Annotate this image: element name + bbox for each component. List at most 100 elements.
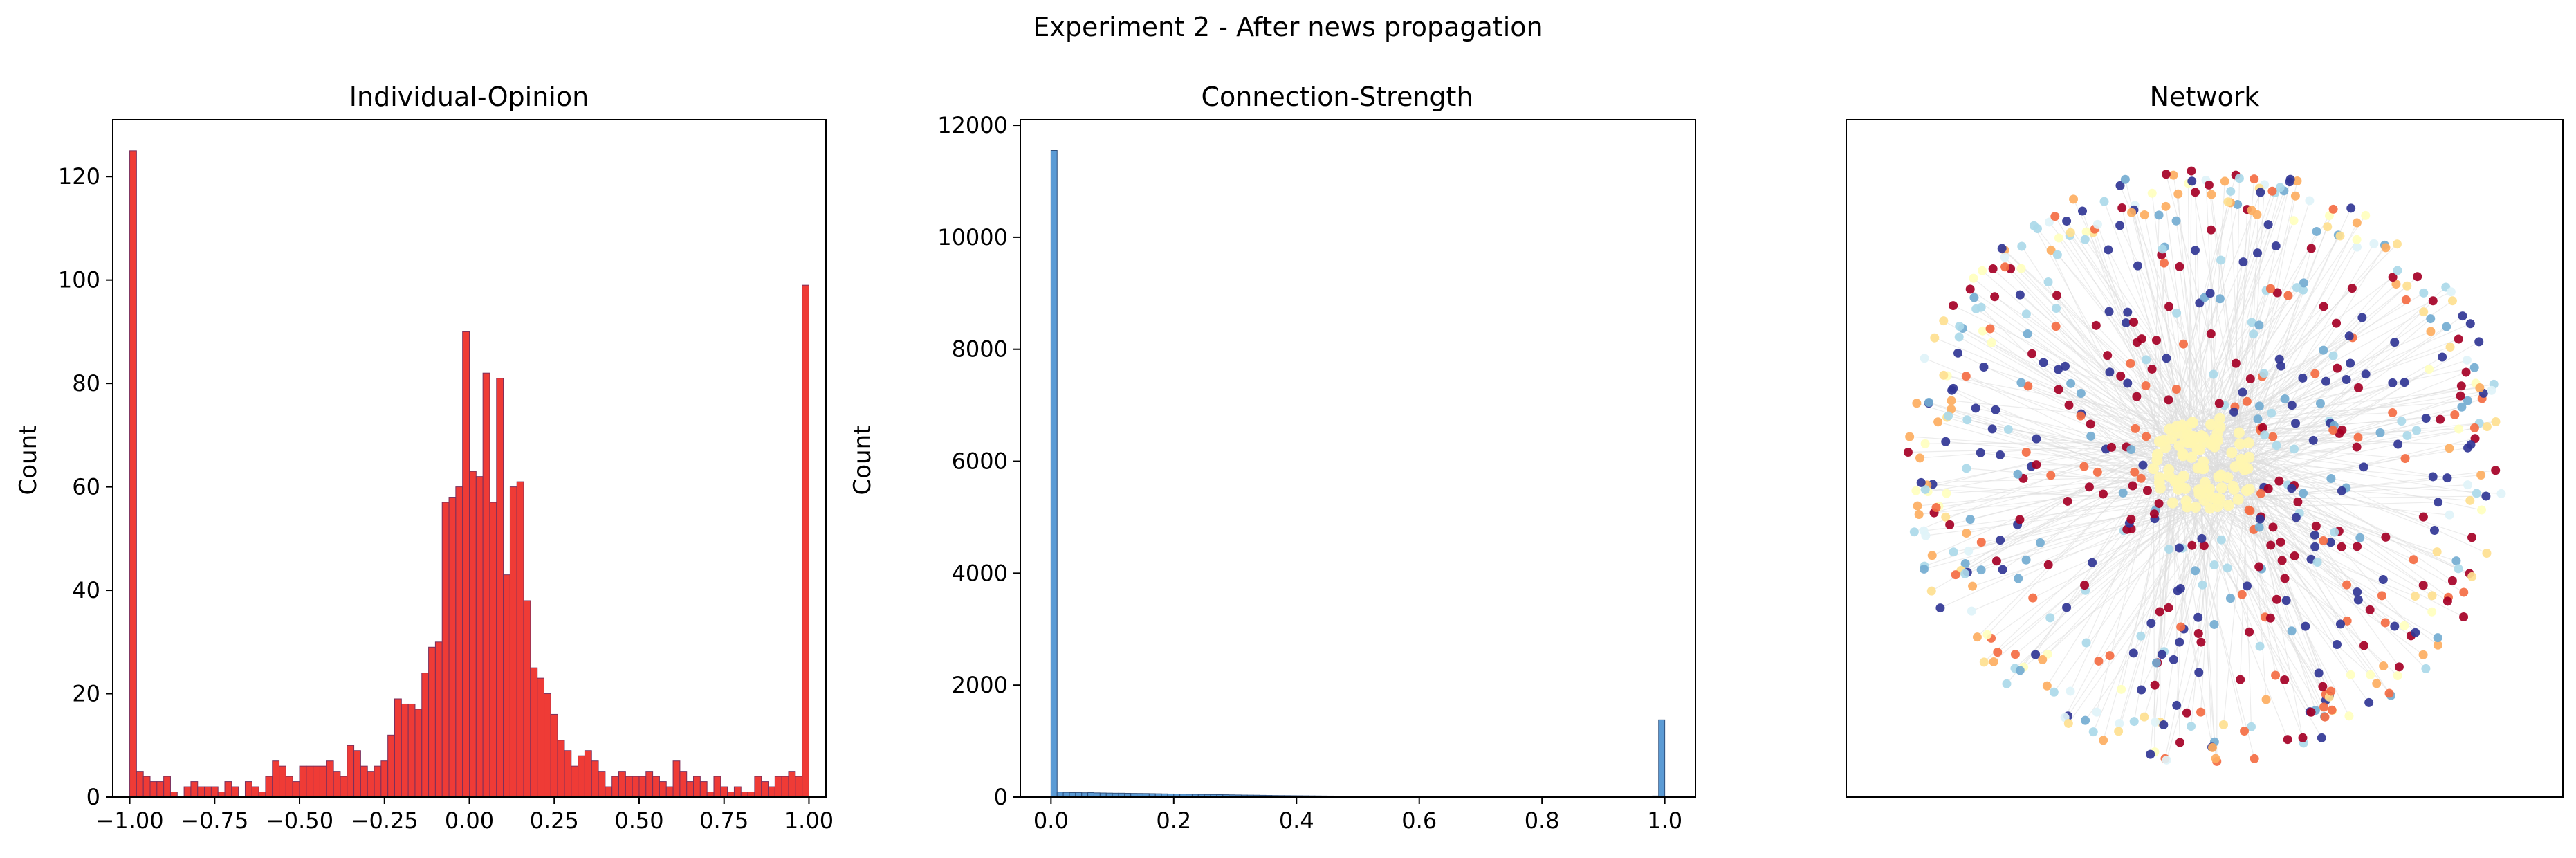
network-node: [2223, 197, 2232, 206]
network-node: [2307, 708, 2316, 717]
network-node: [2316, 399, 2325, 408]
opinion-bar: [198, 787, 205, 797]
network-node: [2158, 244, 2167, 253]
network-node: [1979, 363, 1988, 372]
network-node: [1998, 244, 2007, 253]
network-node: [2419, 513, 2428, 522]
network-node: [1962, 372, 1971, 381]
opinion-bar: [721, 787, 728, 797]
network-hub-node: [2234, 439, 2245, 450]
network-node: [2104, 245, 2113, 254]
network-node: [2050, 212, 2059, 221]
opinion-bar: [360, 766, 367, 797]
network-node: [1955, 322, 1964, 331]
network-node: [2105, 367, 2114, 376]
network-node: [1977, 565, 1986, 574]
network-node: [2462, 368, 2471, 377]
opinion-x-tick-label: 1.00: [784, 807, 834, 834]
network-hub-node: [2214, 413, 2225, 424]
network-node: [1971, 304, 1980, 313]
connection-x-tick-label: 0.8: [1525, 807, 1560, 834]
opinion-bar: [374, 766, 381, 797]
network-node: [2259, 369, 2268, 378]
network-node: [2022, 556, 2031, 565]
opinion-bar: [266, 776, 273, 797]
opinion-bar: [449, 498, 456, 797]
network-node: [2198, 581, 2207, 590]
network-node: [1949, 301, 1958, 310]
network-node: [2250, 174, 2258, 183]
network-node: [1962, 415, 1971, 424]
network-node: [2245, 506, 2254, 515]
network-node: [2092, 321, 2101, 330]
network-node: [2443, 596, 2452, 605]
opinion-bar: [157, 782, 164, 797]
network-node: [2086, 432, 2095, 441]
opinion-bar: [143, 776, 150, 797]
network-node: [2419, 650, 2428, 659]
network-node: [2466, 319, 2475, 328]
network-node: [2477, 505, 2486, 514]
network-node: [1980, 657, 1989, 666]
network-node: [1905, 432, 1914, 441]
network-node: [1930, 334, 1939, 343]
network-hub-node: [2181, 495, 2192, 506]
network-node: [2044, 277, 2053, 286]
network-node: [2321, 377, 2330, 386]
network-node: [2250, 754, 2259, 763]
opinion-bar: [490, 502, 497, 797]
network-node: [2419, 289, 2428, 298]
opinion-bar: [150, 782, 157, 797]
network-node: [2217, 536, 2226, 545]
connection-y-tick-label: 0: [994, 784, 1008, 810]
network-node: [2319, 536, 2328, 545]
network-node: [2196, 638, 2205, 647]
network-hub-node: [2178, 450, 2189, 461]
connection-bar: [1057, 792, 1063, 797]
network-node: [1964, 547, 1973, 556]
opinion-x-tick-label: −0.25: [351, 807, 418, 834]
network-node: [2216, 294, 2225, 303]
network-node: [2229, 408, 2238, 417]
opinion-bar: [497, 378, 504, 797]
network-node: [2281, 574, 2290, 583]
network-node: [2107, 443, 2116, 452]
network-node: [2310, 369, 2319, 378]
network-node: [2457, 381, 2466, 390]
network-node: [2451, 556, 2460, 565]
network-node: [2000, 253, 2009, 262]
network-node: [2290, 216, 2299, 225]
network-node: [2196, 708, 2205, 717]
network-node: [2219, 720, 2228, 729]
opinion-bar: [728, 792, 735, 797]
network-node: [2002, 679, 2011, 688]
network-node: [2152, 336, 2161, 345]
network-node: [2337, 486, 2346, 495]
network-node: [2409, 555, 2418, 564]
opinion-bar: [381, 761, 388, 797]
opinion-y-tick-label: 40: [72, 577, 100, 603]
network-node: [2333, 364, 2342, 373]
network-node: [1942, 489, 1951, 498]
network-node: [1924, 398, 1933, 407]
network-node: [1920, 565, 1929, 574]
opinion-bar: [388, 735, 395, 797]
network-node: [2323, 222, 2332, 231]
opinion-bar: [748, 792, 755, 797]
network-node: [2390, 338, 2399, 347]
connection-x-tick-label: 0.0: [1033, 807, 1069, 834]
opinion-bar: [789, 772, 795, 797]
network-node: [2158, 650, 2166, 659]
opinion-bar: [504, 575, 510, 797]
network-hub-node: [2171, 421, 2182, 432]
network-node: [1987, 338, 1996, 347]
opinion-bar: [401, 704, 408, 797]
network-node: [2425, 365, 2434, 374]
network-node: [2305, 196, 2314, 205]
network-node: [2117, 685, 2126, 694]
opinion-bar: [415, 709, 422, 797]
network-node: [2361, 211, 2370, 220]
network-node: [2376, 428, 2385, 437]
network-node: [2162, 202, 2171, 211]
network-node: [1966, 284, 1975, 293]
